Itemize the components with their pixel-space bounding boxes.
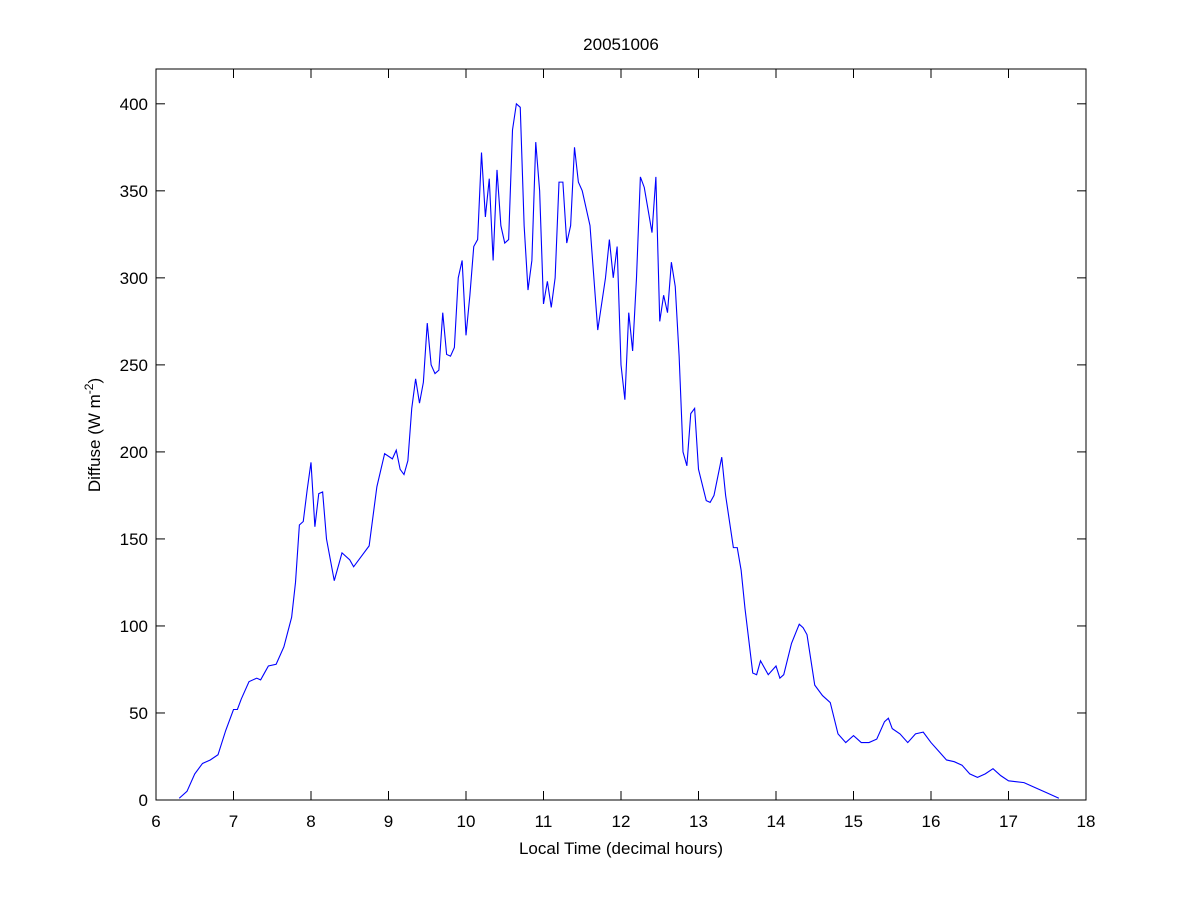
y-tick-label: 300 — [120, 269, 148, 288]
x-tick-label: 8 — [306, 812, 315, 831]
x-tick-label: 7 — [229, 812, 238, 831]
x-tick-label: 18 — [1077, 812, 1096, 831]
y-label-suffix: ) — [85, 378, 104, 384]
x-tick-label: 15 — [844, 812, 863, 831]
y-tick-label: 150 — [120, 530, 148, 549]
x-tick-label: 17 — [999, 812, 1018, 831]
x-tick-label: 6 — [151, 812, 160, 831]
x-tick-label: 9 — [384, 812, 393, 831]
x-tick-label: 13 — [689, 812, 708, 831]
y-tick-label: 200 — [120, 443, 148, 462]
y-tick-label: 100 — [120, 617, 148, 636]
x-tick-label: 16 — [922, 812, 941, 831]
y-tick-label: 350 — [120, 182, 148, 201]
x-tick-label: 10 — [457, 812, 476, 831]
y-label-text: Diffuse (W m — [85, 394, 104, 492]
y-tick-label: 250 — [120, 356, 148, 375]
x-tick-label: 14 — [767, 812, 786, 831]
plot-frame — [155, 68, 1087, 801]
y-label-superscript: -2 — [82, 383, 96, 394]
y-tick-label: 0 — [139, 791, 148, 810]
x-tick-label: 11 — [535, 812, 553, 831]
data-line — [178, 102, 1060, 799]
x-axis-label: Local Time (decimal hours) — [519, 839, 723, 858]
y-axis-label: Diffuse (W m-2) — [82, 378, 104, 492]
y-tick-label: 400 — [120, 95, 148, 114]
x-tick-label: 12 — [612, 812, 631, 831]
y-tick-label: 50 — [129, 704, 148, 723]
chart-title: 20051006 — [583, 35, 659, 54]
